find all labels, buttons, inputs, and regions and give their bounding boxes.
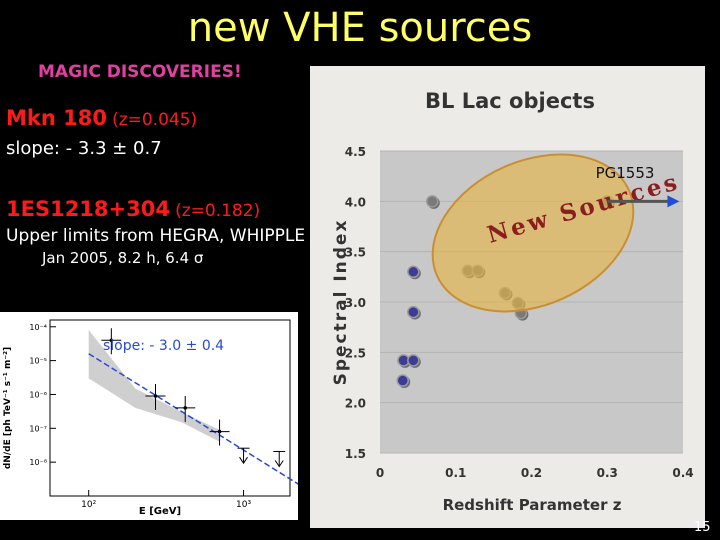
data-point [407, 305, 421, 320]
y-tick-label: 2.5 [345, 346, 366, 360]
point-marker [153, 394, 158, 398]
point-marker [407, 305, 420, 319]
point-marker [407, 354, 420, 367]
y-tick-label: 10⁻⁷ [29, 424, 47, 433]
data-points-highlighted [407, 265, 421, 280]
spectrum-point [175, 395, 196, 422]
y-tick-label: 4.5 [345, 145, 366, 159]
slide-subtitle: MAGIC DISCOVERIES! [38, 62, 242, 82]
point-marker [426, 195, 439, 208]
mkn180-redshift: (z=0.045) [112, 110, 198, 130]
slide-title: new VHE sources [187, 5, 533, 51]
1es1218-observation: Jan 2005, 8.2 h, 6.4 σ [42, 249, 204, 267]
point-marker [407, 265, 420, 279]
point-marker [183, 406, 188, 410]
spectrum-y-ticks: 10⁻⁴ 10⁻⁵ 10⁻⁶ 10⁻⁷ 10⁻⁸ [29, 323, 56, 467]
y-axis-label: Spectral Index [331, 219, 351, 386]
1es1218-upper-limits: Upper limits from HEGRA, WHIPPLE [6, 226, 306, 246]
data-point [396, 374, 411, 389]
x-tick-label: 0.2 [521, 466, 542, 480]
mkn180-name: Mkn 180 [6, 106, 107, 130]
y-tick-label: 4.0 [345, 195, 366, 209]
data-point [407, 354, 421, 368]
y-tick-label: 3.0 [345, 296, 366, 310]
1es1218-redshift: (z=0.182) [175, 201, 261, 221]
data-point [426, 195, 440, 209]
data-point [407, 265, 421, 280]
point-marker [217, 429, 222, 434]
x-tick-label: 10² [81, 500, 96, 510]
y-tick-label: 2.0 [345, 397, 366, 411]
mkn180-slope: slope: - 3.3 ± 0.7 [6, 138, 162, 159]
error-band [88, 330, 220, 442]
page-number: 15 [694, 520, 711, 535]
x-tick-labels: 0 0.1 0.2 0.3 0.4 [376, 466, 694, 480]
ul-head [239, 456, 248, 465]
arrow-head [667, 195, 680, 208]
spectrum-y-label: dN/dE [ph TeV⁻¹ s⁻¹ m⁻²] [3, 347, 13, 469]
y-tick-label: 1.5 [345, 447, 366, 461]
spectrum-point [101, 328, 122, 355]
spectrum-point [145, 384, 166, 411]
pg1553-label: PG1553 [596, 164, 655, 182]
upper-limit [237, 447, 250, 465]
y-tick-label: 3.5 [345, 246, 366, 260]
x-tick-label: 0.1 [445, 466, 466, 480]
spectrum-x-ticks: 10² 10³ [81, 490, 251, 510]
source-mkn180: Mkn 180 (z=0.045) [6, 106, 197, 130]
spectrum-x-label: E [GeV] [139, 506, 181, 517]
x-tick-label: 0 [376, 466, 384, 480]
point-marker [109, 338, 114, 343]
spectrum-chart: dN/dE [ph TeV⁻¹ s⁻¹ m⁻²] E [GeV] 10⁻⁴10⁻… [0, 312, 298, 520]
y-tick-label: 10⁻⁴ [29, 323, 47, 332]
source-1es1218: 1ES1218+304 (z=0.182) [6, 197, 260, 221]
new-sources-ellipse [431, 153, 635, 313]
pg1553-arrow [607, 195, 680, 208]
chart-title: BL Lac objects [425, 89, 595, 113]
y-tick-labels: 1.5 2.0 2.5 3.0 3.5 4.0 4.5 [345, 145, 366, 461]
spectrum-frame [49, 319, 291, 497]
y-tick-label: 10⁻⁵ [29, 357, 47, 366]
point-marker [396, 374, 409, 387]
y-tick-label: 10⁻⁸ [29, 458, 47, 467]
x-tick-label: 10³ [236, 500, 251, 510]
1es1218-name: 1ES1218+304 [6, 197, 170, 221]
spectrum-point [209, 419, 230, 446]
ul-head [274, 460, 284, 468]
spectrum-slope-label: slope: - 3.0 ± 0.4 [103, 338, 224, 354]
x-tick-label: 0.4 [672, 466, 693, 480]
x-tick-label: 0.3 [597, 466, 618, 480]
x-axis-label: Redshift Parameter z [443, 496, 622, 514]
bl-lac-chart: BL Lac objects 1.5 2.0 2.5 3.0 3.5 4.0 4.5 0 0.… [310, 66, 705, 528]
upper-limit [273, 450, 286, 468]
upper-limit-arrows [237, 447, 286, 468]
spectrum-points [101, 328, 230, 446]
y-tick-label: 10⁻⁶ [29, 390, 47, 399]
